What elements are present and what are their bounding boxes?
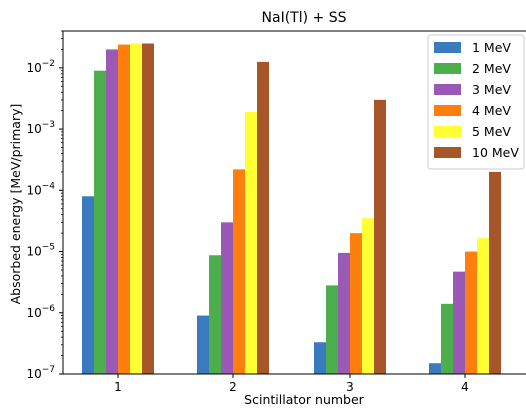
legend-swatch	[434, 63, 461, 74]
bars-layer	[82, 43, 501, 375]
x-tick-label: 3	[346, 380, 354, 394]
bar-4-mev-cat-3	[350, 233, 362, 374]
bar-1-mev-cat-4	[429, 363, 441, 374]
chart-title: NaI(Tl) + SS	[262, 10, 347, 26]
bar-3-mev-cat-2	[221, 222, 233, 374]
y-tick-label: 10−7	[26, 365, 55, 381]
bar-1-mev-cat-1	[82, 196, 94, 374]
bar-2-mev-cat-1	[94, 70, 106, 374]
legend-label: 1 MeV	[472, 40, 511, 55]
bar-2-mev-cat-3	[326, 285, 338, 374]
legend-label: 2 MeV	[472, 61, 511, 76]
bar-10-mev-cat-1	[142, 43, 154, 375]
x-tick-label: 1	[114, 380, 122, 394]
bar-2-mev-cat-2	[209, 255, 221, 374]
bar-1-mev-cat-2	[197, 315, 209, 374]
bar-4-mev-cat-4	[465, 251, 477, 374]
bar-1-mev-cat-3	[314, 342, 326, 374]
legend-label: 5 MeV	[472, 124, 511, 139]
y-tick-label: 10−5	[26, 243, 55, 259]
bar-5-mev-cat-3	[362, 218, 374, 374]
bar-5-mev-cat-2	[245, 112, 257, 375]
legend-label: 10 MeV	[472, 145, 519, 160]
x-axis-title: Scintillator number	[244, 392, 364, 407]
legend-swatch	[434, 147, 461, 158]
bar-10-mev-cat-4	[489, 171, 501, 374]
bar-4-mev-cat-1	[118, 44, 130, 374]
y-tick-label: 10−6	[26, 304, 55, 320]
bar-3-mev-cat-4	[453, 271, 465, 374]
y-tick-label: 10−3	[26, 120, 55, 136]
bar-10-mev-cat-3	[374, 99, 386, 374]
y-axis-title: Absorbed energy [MeV/primary]	[8, 104, 23, 305]
legend-swatch	[434, 84, 461, 95]
legend-label: 4 MeV	[472, 103, 511, 118]
bar-10-mev-cat-2	[257, 61, 269, 375]
axes-layer: 10−7 10−6 10−5 10−4 10−3 10−2 1 2 3 4	[26, 30, 526, 394]
bar-3-mev-cat-3	[338, 252, 350, 374]
bar-5-mev-cat-1	[130, 43, 142, 375]
bar-2-mev-cat-4	[441, 303, 453, 374]
x-tick-label: 4	[461, 380, 469, 394]
y-tick-label: 10−4	[26, 181, 55, 197]
legend: 1 MeV 2 MeV 3 MeV 4 MeV 5 MeV 10 MeV	[427, 34, 525, 170]
legend-swatch	[434, 126, 461, 137]
y-tick-label: 10−2	[26, 59, 55, 75]
bar-4-mev-cat-2	[233, 169, 245, 374]
legend-label: 3 MeV	[472, 82, 511, 97]
legend-swatch	[434, 105, 461, 116]
legend-swatch	[434, 42, 461, 53]
bar-5-mev-cat-4	[477, 238, 489, 374]
x-tick-label: 2	[229, 380, 237, 394]
bar-3-mev-cat-1	[106, 49, 118, 375]
